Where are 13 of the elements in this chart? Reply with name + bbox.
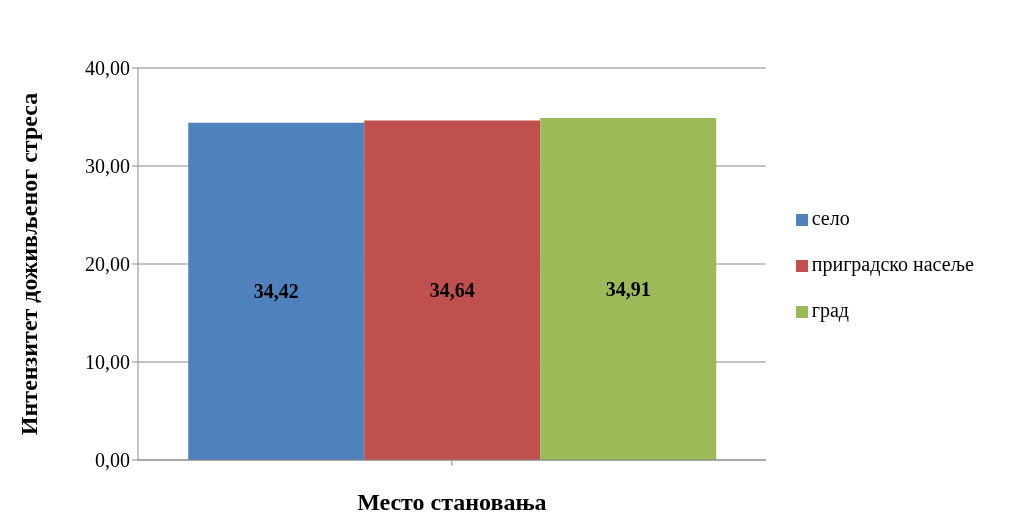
legend-label: приградско насеље xyxy=(811,253,974,275)
data-label: 34,42 xyxy=(253,280,299,303)
y-tick-label: 30,00 xyxy=(85,155,130,178)
y-tick-label: 10,00 xyxy=(85,351,130,374)
x-axis-title: Место становања xyxy=(357,489,547,515)
y-tick-label: 20,00 xyxy=(85,253,130,276)
data-label: 34,91 xyxy=(605,278,651,301)
y-tick-label: 40,00 xyxy=(85,57,130,80)
legend-label: град xyxy=(811,299,850,321)
legend-label: село xyxy=(811,207,850,229)
y-axis-title: Интензитет доживљеног стреса xyxy=(15,92,42,436)
y-tick-label: 0,00 xyxy=(95,449,130,472)
data-label: 34,64 xyxy=(429,279,475,302)
